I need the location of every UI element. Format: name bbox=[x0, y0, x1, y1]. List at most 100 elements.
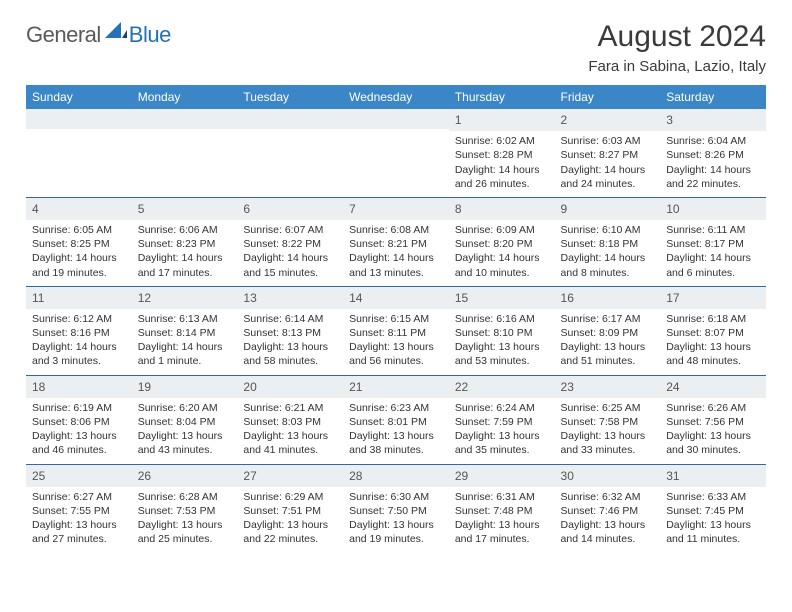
day-number: 18 bbox=[26, 376, 132, 398]
day-number: 9 bbox=[555, 198, 661, 220]
brand-part1: General bbox=[26, 22, 101, 48]
daylight-text: Daylight: 14 hours and 10 minutes. bbox=[455, 251, 549, 279]
calendar-header: SundayMondayTuesdayWednesdayThursdayFrid… bbox=[26, 85, 766, 109]
sunset-text: Sunset: 7:55 PM bbox=[32, 504, 126, 518]
day-number: 16 bbox=[555, 287, 661, 309]
daylight-text: Daylight: 13 hours and 46 minutes. bbox=[32, 429, 126, 457]
calendar-cell: 25Sunrise: 6:27 AMSunset: 7:55 PMDayligh… bbox=[26, 464, 132, 552]
calendar-cell: 21Sunrise: 6:23 AMSunset: 8:01 PMDayligh… bbox=[343, 375, 449, 464]
calendar-cell: 30Sunrise: 6:32 AMSunset: 7:46 PMDayligh… bbox=[555, 464, 661, 552]
calendar-cell bbox=[237, 109, 343, 197]
sunset-text: Sunset: 8:22 PM bbox=[243, 237, 337, 251]
calendar-cell: 4Sunrise: 6:05 AMSunset: 8:25 PMDaylight… bbox=[26, 197, 132, 286]
calendar-cell: 1Sunrise: 6:02 AMSunset: 8:28 PMDaylight… bbox=[449, 109, 555, 197]
day-number: 12 bbox=[132, 287, 238, 309]
calendar-cell: 26Sunrise: 6:28 AMSunset: 7:53 PMDayligh… bbox=[132, 464, 238, 552]
daylight-text: Daylight: 13 hours and 25 minutes. bbox=[138, 518, 232, 546]
weekday-header: Thursday bbox=[449, 85, 555, 109]
day-number: 21 bbox=[343, 376, 449, 398]
sunrise-text: Sunrise: 6:23 AM bbox=[349, 401, 443, 415]
sunset-text: Sunset: 8:26 PM bbox=[666, 148, 760, 162]
sail-icon bbox=[105, 20, 127, 45]
calendar-cell: 13Sunrise: 6:14 AMSunset: 8:13 PMDayligh… bbox=[237, 286, 343, 375]
month-title: August 2024 bbox=[588, 20, 766, 54]
sunrise-text: Sunrise: 6:19 AM bbox=[32, 401, 126, 415]
calendar-cell: 31Sunrise: 6:33 AMSunset: 7:45 PMDayligh… bbox=[660, 464, 766, 552]
day-number: 28 bbox=[343, 465, 449, 487]
day-number: 8 bbox=[449, 198, 555, 220]
day-number: 29 bbox=[449, 465, 555, 487]
day-number: 5 bbox=[132, 198, 238, 220]
sunrise-text: Sunrise: 6:28 AM bbox=[138, 490, 232, 504]
calendar-cell: 27Sunrise: 6:29 AMSunset: 7:51 PMDayligh… bbox=[237, 464, 343, 552]
daylight-text: Daylight: 13 hours and 58 minutes. bbox=[243, 340, 337, 368]
daylight-text: Daylight: 13 hours and 22 minutes. bbox=[243, 518, 337, 546]
daylight-text: Daylight: 13 hours and 33 minutes. bbox=[561, 429, 655, 457]
day-number: 26 bbox=[132, 465, 238, 487]
sunrise-text: Sunrise: 6:12 AM bbox=[32, 312, 126, 326]
weekday-header: Saturday bbox=[660, 85, 766, 109]
daylight-text: Daylight: 13 hours and 30 minutes. bbox=[666, 429, 760, 457]
sunset-text: Sunset: 7:59 PM bbox=[455, 415, 549, 429]
calendar-cell: 28Sunrise: 6:30 AMSunset: 7:50 PMDayligh… bbox=[343, 464, 449, 552]
day-number: 17 bbox=[660, 287, 766, 309]
day-number: 2 bbox=[555, 109, 661, 131]
sunrise-text: Sunrise: 6:11 AM bbox=[666, 223, 760, 237]
calendar-cell: 7Sunrise: 6:08 AMSunset: 8:21 PMDaylight… bbox=[343, 197, 449, 286]
daylight-text: Daylight: 14 hours and 8 minutes. bbox=[561, 251, 655, 279]
empty-day bbox=[343, 109, 449, 129]
sunset-text: Sunset: 7:51 PM bbox=[243, 504, 337, 518]
calendar-cell: 17Sunrise: 6:18 AMSunset: 8:07 PMDayligh… bbox=[660, 286, 766, 375]
calendar-cell: 19Sunrise: 6:20 AMSunset: 8:04 PMDayligh… bbox=[132, 375, 238, 464]
weekday-header: Monday bbox=[132, 85, 238, 109]
location-label: Fara in Sabina, Lazio, Italy bbox=[588, 58, 766, 75]
weekday-header: Wednesday bbox=[343, 85, 449, 109]
day-number: 1 bbox=[449, 109, 555, 131]
calendar-cell bbox=[26, 109, 132, 197]
sunset-text: Sunset: 8:09 PM bbox=[561, 326, 655, 340]
day-number: 10 bbox=[660, 198, 766, 220]
sunset-text: Sunset: 8:11 PM bbox=[349, 326, 443, 340]
brand-part2: Blue bbox=[129, 22, 171, 48]
sunrise-text: Sunrise: 6:06 AM bbox=[138, 223, 232, 237]
sunrise-text: Sunrise: 6:14 AM bbox=[243, 312, 337, 326]
sunset-text: Sunset: 8:03 PM bbox=[243, 415, 337, 429]
sunset-text: Sunset: 8:18 PM bbox=[561, 237, 655, 251]
calendar-cell: 2Sunrise: 6:03 AMSunset: 8:27 PMDaylight… bbox=[555, 109, 661, 197]
daylight-text: Daylight: 14 hours and 6 minutes. bbox=[666, 251, 760, 279]
calendar-week: 11Sunrise: 6:12 AMSunset: 8:16 PMDayligh… bbox=[26, 286, 766, 375]
sunset-text: Sunset: 8:04 PM bbox=[138, 415, 232, 429]
daylight-text: Daylight: 14 hours and 22 minutes. bbox=[666, 163, 760, 191]
calendar-cell: 23Sunrise: 6:25 AMSunset: 7:58 PMDayligh… bbox=[555, 375, 661, 464]
calendar-cell bbox=[132, 109, 238, 197]
calendar-week: 4Sunrise: 6:05 AMSunset: 8:25 PMDaylight… bbox=[26, 197, 766, 286]
daylight-text: Daylight: 13 hours and 11 minutes. bbox=[666, 518, 760, 546]
calendar-cell bbox=[343, 109, 449, 197]
day-number: 3 bbox=[660, 109, 766, 131]
daylight-text: Daylight: 13 hours and 27 minutes. bbox=[32, 518, 126, 546]
sunrise-text: Sunrise: 6:27 AM bbox=[32, 490, 126, 504]
day-number: 7 bbox=[343, 198, 449, 220]
sunrise-text: Sunrise: 6:32 AM bbox=[561, 490, 655, 504]
calendar-cell: 18Sunrise: 6:19 AMSunset: 8:06 PMDayligh… bbox=[26, 375, 132, 464]
sunset-text: Sunset: 8:13 PM bbox=[243, 326, 337, 340]
weekday-header: Sunday bbox=[26, 85, 132, 109]
day-number: 15 bbox=[449, 287, 555, 309]
sunrise-text: Sunrise: 6:15 AM bbox=[349, 312, 443, 326]
sunrise-text: Sunrise: 6:13 AM bbox=[138, 312, 232, 326]
calendar-cell: 12Sunrise: 6:13 AMSunset: 8:14 PMDayligh… bbox=[132, 286, 238, 375]
weekday-header: Friday bbox=[555, 85, 661, 109]
sunset-text: Sunset: 7:45 PM bbox=[666, 504, 760, 518]
day-number: 19 bbox=[132, 376, 238, 398]
day-number: 31 bbox=[660, 465, 766, 487]
sunset-text: Sunset: 7:46 PM bbox=[561, 504, 655, 518]
sunset-text: Sunset: 8:27 PM bbox=[561, 148, 655, 162]
daylight-text: Daylight: 13 hours and 35 minutes. bbox=[455, 429, 549, 457]
daylight-text: Daylight: 13 hours and 17 minutes. bbox=[455, 518, 549, 546]
empty-day bbox=[26, 109, 132, 129]
calendar-cell: 5Sunrise: 6:06 AMSunset: 8:23 PMDaylight… bbox=[132, 197, 238, 286]
daylight-text: Daylight: 13 hours and 48 minutes. bbox=[666, 340, 760, 368]
calendar-week: 1Sunrise: 6:02 AMSunset: 8:28 PMDaylight… bbox=[26, 109, 766, 197]
daylight-text: Daylight: 13 hours and 53 minutes. bbox=[455, 340, 549, 368]
sunset-text: Sunset: 8:20 PM bbox=[455, 237, 549, 251]
